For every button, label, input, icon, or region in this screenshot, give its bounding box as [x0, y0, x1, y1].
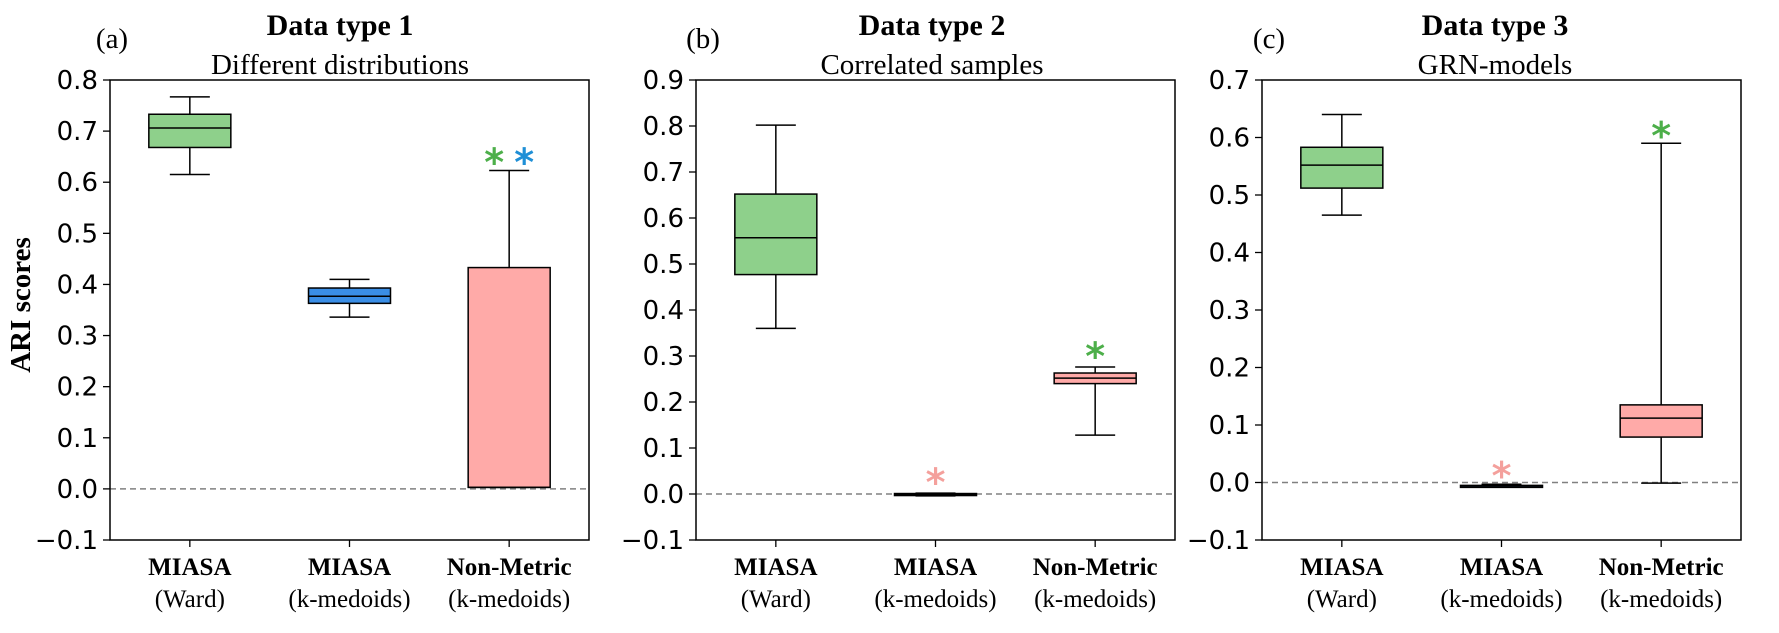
panel-c-plot: −0.1 0.0 0.1 0.2 0.3 0.4 0.5 0.6 0.7 * * MIASA (Ward… [1187, 66, 1742, 613]
y-tick-label: −0.1 [35, 526, 98, 556]
iqr-box [1300, 146, 1384, 189]
y-tick-label: 0.3 [1209, 296, 1250, 326]
iqr-box [467, 266, 551, 489]
y-tick-label: 0.5 [1209, 181, 1250, 211]
box-1 [734, 124, 818, 330]
x-tick-label-method: (Ward) [741, 586, 811, 613]
significance-star: * [514, 141, 534, 185]
panel-a-title: Data type 1 [267, 9, 414, 42]
y-tick-label: 0.0 [1209, 469, 1250, 499]
x-tick-label-name: MIASA [148, 554, 231, 581]
box-2 [307, 278, 392, 318]
y-tick-label: −0.1 [621, 526, 684, 556]
x-tick-label-name: Non-Metric [1033, 554, 1158, 581]
x-tick-label-name: MIASA [1460, 554, 1543, 581]
y-tick-label: 0.6 [643, 204, 684, 234]
y-tick-label: 0.1 [57, 424, 98, 454]
panel-c: (c) Data type 3 GRN-models −0.1 0.0 0.1 0.2… [1187, 9, 1742, 613]
y-tick-label: 0.7 [57, 117, 98, 147]
panel-b-plot: −0.1 0.0 0.1 0.2 0.3 0.4 0.5 0.6 0.7 0.8 0.9 * * MIAS… [621, 66, 1176, 613]
x-tick-label-method: (k-medoids) [874, 586, 996, 613]
plot-frame [695, 79, 1176, 541]
y-tick-label: 0.9 [643, 66, 684, 96]
x-tick-label-method: (k-medoids) [1440, 586, 1562, 613]
box-3 [467, 169, 551, 489]
panel-a-label: (a) [96, 23, 128, 55]
x-tick-label-name: MIASA [1300, 554, 1383, 581]
x-tick-label-method: (k-medoids) [1600, 586, 1722, 613]
y-tick-label: 0.4 [57, 270, 98, 300]
y-tick-label: 0.8 [57, 66, 98, 96]
panel-a-subtitle: Different distributions [211, 49, 469, 81]
x-tick-label-method: (k-medoids) [448, 586, 570, 613]
y-tick-label: 0.7 [1209, 66, 1250, 96]
box-2 [1459, 483, 1544, 489]
box-3 [1053, 366, 1137, 436]
y-axis-label: ARI scores [5, 237, 37, 373]
panel-a: (a) Data type 1 Different distributions … [35, 9, 590, 613]
y-tick-label: −0.1 [1187, 526, 1250, 556]
significance-star: * [1651, 114, 1671, 158]
y-tick-label: 0.5 [643, 250, 684, 280]
x-tick-label-name: Non-Metric [447, 554, 572, 581]
y-tick-label: 0.8 [643, 112, 684, 142]
y-tick-label: 0.2 [57, 373, 98, 403]
x-tick-label-name: MIASA [734, 554, 817, 581]
plot-frame [1261, 79, 1742, 541]
x-tick-label-name: Non-Metric [1599, 554, 1724, 581]
box-1 [1300, 113, 1384, 216]
iqr-box [734, 193, 818, 276]
x-tick-label-method: (Ward) [155, 586, 225, 613]
x-tick-label-method: (k-medoids) [1034, 586, 1156, 613]
iqr-box [148, 113, 232, 149]
y-tick-label: 0.1 [1209, 411, 1250, 441]
significance-star: * [926, 460, 946, 504]
y-tick-label: 0.3 [57, 322, 98, 352]
panel-b-title: Data type 2 [859, 9, 1006, 42]
y-tick-label: 0.7 [643, 158, 684, 188]
significance-star: * [484, 141, 504, 185]
panel-b-label: (b) [686, 23, 720, 55]
panel-c-title: Data type 3 [1422, 9, 1569, 42]
panel-a-plot: −0.1 0.0 0.1 0.2 0.3 0.4 0.5 0.6 0.7 0.8 * * MIASA (W… [35, 66, 590, 613]
y-tick-label: 0.2 [643, 388, 684, 418]
panel-b: (b) Data type 2 Correlated samples −0.1 0… [621, 9, 1176, 613]
box-1 [148, 96, 232, 176]
significance-star: * [1492, 454, 1512, 498]
box-2 [893, 492, 978, 497]
y-tick-label: 0.2 [1209, 354, 1250, 384]
y-tick-label: 0.0 [643, 480, 684, 510]
panel-c-subtitle: GRN-models [1418, 49, 1573, 81]
y-tick-label: 0.0 [57, 475, 98, 505]
iqr-box [1619, 404, 1703, 438]
y-tick-label: 0.5 [57, 219, 98, 249]
y-tick-label: 0.3 [643, 342, 684, 372]
y-tick-label: 0.4 [1209, 239, 1250, 269]
x-tick-label-name: MIASA [894, 554, 977, 581]
panel-b-subtitle: Correlated samples [820, 49, 1043, 81]
x-tick-label-method: (k-medoids) [288, 586, 410, 613]
y-tick-label: 0.4 [643, 296, 684, 326]
x-tick-label-name: MIASA [308, 554, 391, 581]
x-tick-label-method: (Ward) [1307, 586, 1377, 613]
significance-star: * [1085, 334, 1105, 378]
y-tick-label: 0.6 [57, 168, 98, 198]
y-tick-label: 0.6 [1209, 124, 1250, 154]
plot-frame [109, 79, 590, 541]
panel-c-label: (c) [1253, 23, 1285, 55]
box-3 [1619, 142, 1703, 484]
y-tick-label: 0.1 [643, 434, 684, 464]
